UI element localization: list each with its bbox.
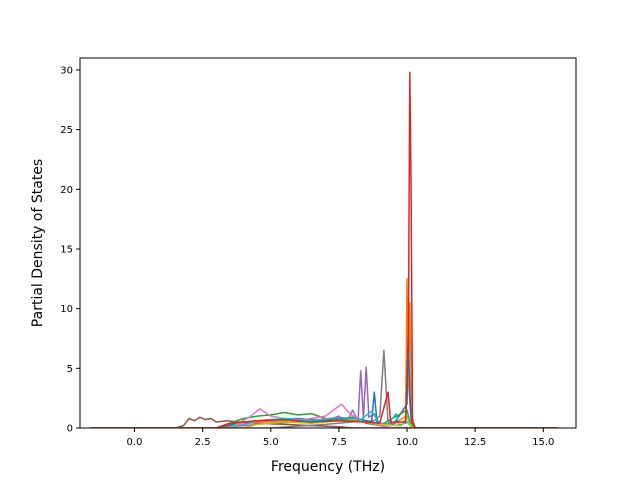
x-tick-label-2: 5.0 (263, 437, 279, 448)
x-tick-label-3: 7.5 (331, 437, 347, 448)
series-line-6 (90, 403, 557, 428)
y-axis-label: Partial Density of States (30, 159, 46, 327)
y-tick-label-2: 10 (60, 304, 73, 315)
series-line-0 (90, 416, 557, 428)
x-axis-ticks: 0.0 2.5 5.0 7.5 10.0 12.5 15.0 (127, 428, 554, 448)
series-line-3 (90, 278, 557, 428)
y-tick-label-5: 25 (60, 125, 73, 136)
x-tick-label-0: 0.0 (127, 437, 143, 448)
y-axis-ticks: 0 5 10 15 20 25 30 (60, 65, 80, 435)
plot-frame (79, 57, 577, 429)
x-tick-label-1: 2.5 (195, 437, 211, 448)
y-tick-label-4: 20 (60, 185, 73, 196)
x-tick-label-5: 12.5 (464, 437, 486, 448)
series-layer (90, 71, 557, 428)
x-axis-label: Frequency (THz) (271, 459, 385, 475)
y-tick-label-3: 15 (60, 244, 73, 255)
y-tick-label-6: 30 (60, 65, 73, 76)
series-line-9 (90, 71, 557, 428)
x-tick-label-4: 10.0 (396, 437, 418, 448)
x-tick-label-6: 15.0 (532, 437, 554, 448)
y-tick-label-0: 0 (67, 424, 73, 435)
y-tick-label-1: 5 (67, 364, 73, 375)
